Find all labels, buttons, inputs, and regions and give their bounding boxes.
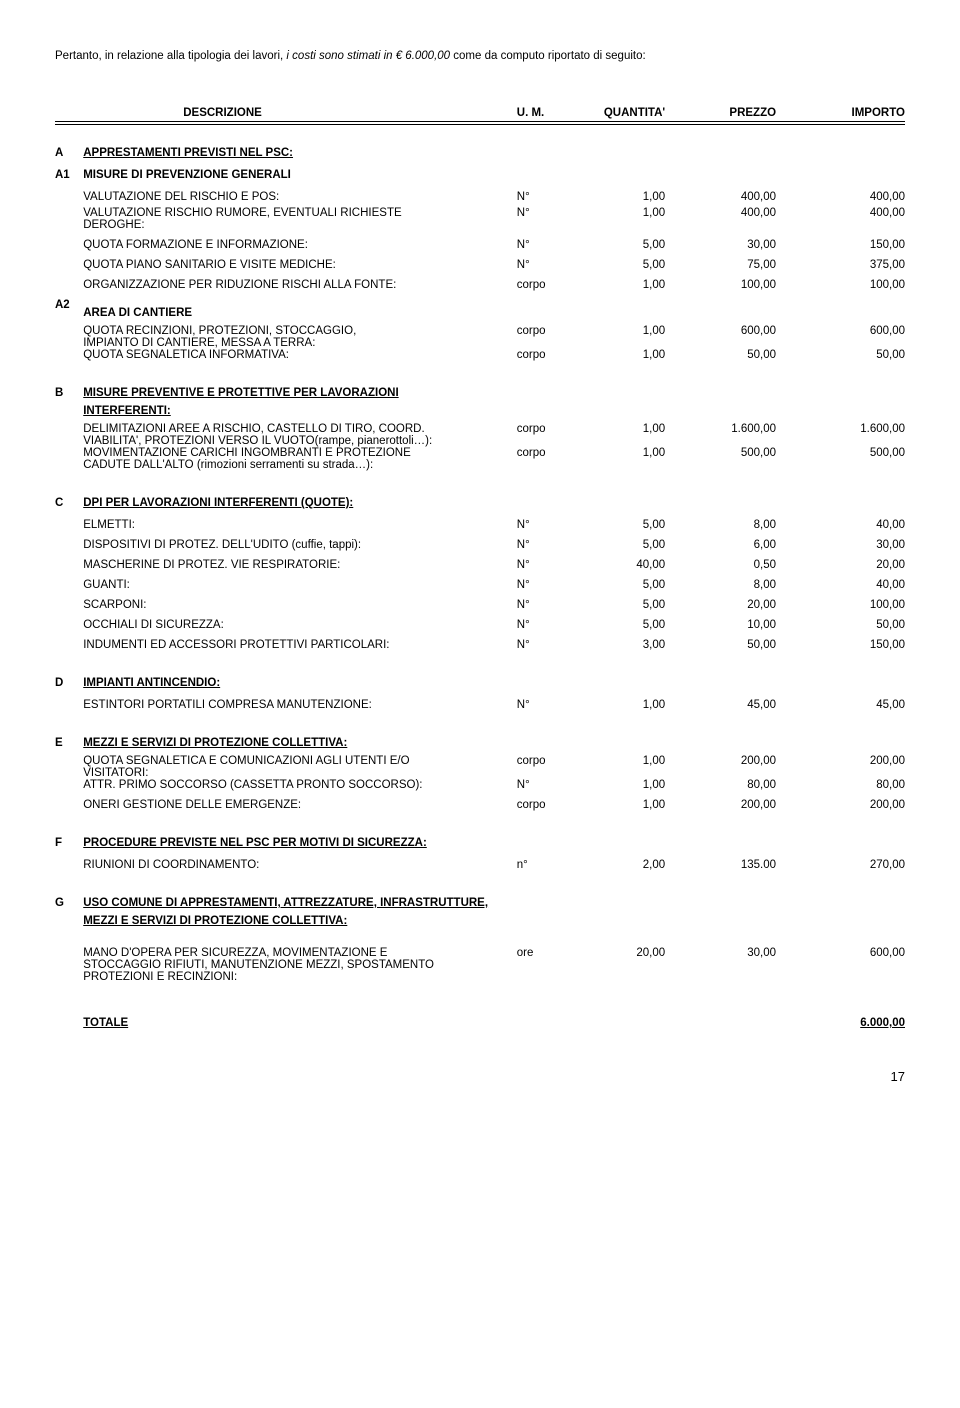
hdr-desc: DESCRIZIONE bbox=[83, 107, 517, 122]
table-row: VALUTAZIONE DEL RISCHIO E POS:N°1,00400,… bbox=[55, 187, 905, 207]
table-row: INDUMENTI ED ACCESSORI PROTETTIVI PARTIC… bbox=[55, 635, 905, 655]
table-row: QUOTA SEGNALETICA INFORMATIVA:corpo1,005… bbox=[55, 349, 905, 365]
hdr-um: U. M. bbox=[517, 107, 572, 122]
table-row: ESTINTORI PORTATILI COMPRESA MANUTENZION… bbox=[55, 695, 905, 715]
table-row: ATTR. PRIMO SOCCORSO (CASSETTA PRONTO SO… bbox=[55, 779, 905, 795]
table-row: STOCCAGGIO RIFIUTI, MANUTENZIONE MEZZI, … bbox=[55, 959, 905, 971]
table-row: QUOTA RECINZIONI, PROTEZIONI, STOCCAGGIO… bbox=[55, 325, 905, 337]
table-row: OCCHIALI DI SICUREZZA:N°5,0010,0050,00 bbox=[55, 615, 905, 635]
cost-table: DESCRIZIONE U. M. QUANTITA' PREZZO IMPOR… bbox=[55, 107, 905, 1029]
table-row: IMPIANTO DI CANTIERE, MESSA A TERRA: bbox=[55, 337, 905, 349]
table-row: VIABILITA', PROTEZIONI VERSO IL VUOTO(ra… bbox=[55, 435, 905, 447]
intro-after: come da computo riportato di seguito: bbox=[450, 50, 646, 62]
intro-text: Pertanto, in relazione alla tipologia de… bbox=[55, 50, 905, 62]
intro-before: Pertanto, in relazione alla tipologia de… bbox=[55, 50, 286, 62]
table-row: DELIMITAZIONI AREE A RISCHIO, CASTELLO D… bbox=[55, 423, 905, 435]
table-row: MOVIMENTAZIONE CARICHI INGOMBRANTI E PRO… bbox=[55, 447, 905, 459]
table-row: DISPOSITIVI DI PROTEZ. DELL'UDITO (cuffi… bbox=[55, 535, 905, 555]
section-A1: A1 MISURE DI PREVENZIONE GENERALI bbox=[55, 165, 905, 187]
table-row: QUOTA PIANO SANITARIO E VISITE MEDICHE:N… bbox=[55, 255, 905, 275]
table-row: GUANTI:N°5,008,0040,00 bbox=[55, 575, 905, 595]
section-A2: A2 AREA DI CANTIERE bbox=[55, 295, 905, 325]
table-row: QUOTA FORMAZIONE E INFORMAZIONE:N°5,0030… bbox=[55, 235, 905, 255]
section-G-line2: MEZZI E SERVIZI DI PROTEZIONE COLLETTIVA… bbox=[55, 915, 905, 933]
section-F: F PROCEDURE PREVISTE NEL PSC PER MOTIVI … bbox=[55, 815, 905, 855]
intro-italic: i costi sono stimati in € 6.000,00 bbox=[286, 50, 450, 62]
table-row: MANO D'OPERA PER SICUREZZA, MOVIMENTAZIO… bbox=[55, 947, 905, 959]
table-row: VISITATORI: bbox=[55, 767, 905, 779]
table-row: MASCHERINE DI PROTEZ. VIE RESPIRATORIE:N… bbox=[55, 555, 905, 575]
table-row: ELMETTI:N°5,008,0040,00 bbox=[55, 515, 905, 535]
section-B-line2: INTERFERENTI: bbox=[55, 405, 905, 423]
hdr-imp: IMPORTO bbox=[794, 107, 905, 122]
section-G: G USO COMUNE DI APPRESTAMENTI, ATTREZZAT… bbox=[55, 875, 905, 915]
table-row: PROTEZIONI E RECINZIONI: bbox=[55, 971, 905, 987]
section-C: C DPI PER LAVORAZIONI INTERFERENTI (QUOT… bbox=[55, 475, 905, 515]
table-row: CADUTE DALL'ALTO (rimozioni serramenti s… bbox=[55, 459, 905, 475]
table-row: ORGANIZZAZIONE PER RIDUZIONE RISCHI ALLA… bbox=[55, 275, 905, 295]
table-row: RIUNIONI DI COORDINAMENTO:n°2,00135.0027… bbox=[55, 855, 905, 875]
section-E: E MEZZI E SERVIZI DI PROTEZIONE COLLETTI… bbox=[55, 715, 905, 755]
section-A: A APPRESTAMENTI PREVISTI NEL PSC: bbox=[55, 125, 905, 166]
page-number: 17 bbox=[55, 1069, 905, 1084]
table-row: SCARPONI:N°5,0020,00100,00 bbox=[55, 595, 905, 615]
hdr-qty: QUANTITA' bbox=[572, 107, 683, 122]
table-row: DEROGHE: bbox=[55, 219, 905, 235]
section-D: D IMPIANTI ANTINCENDIO: bbox=[55, 655, 905, 695]
table-row: VALUTAZIONE RISCHIO RUMORE, EVENTUALI RI… bbox=[55, 207, 905, 219]
total-row: TOTALE 6.000,00 bbox=[55, 987, 905, 1029]
table-row: ONERI GESTIONE DELLE EMERGENZE:corpo1,00… bbox=[55, 795, 905, 815]
hdr-prz: PREZZO bbox=[683, 107, 794, 122]
table-row: QUOTA SEGNALETICA E COMUNICAZIONI AGLI U… bbox=[55, 755, 905, 767]
section-B: B MISURE PREVENTIVE E PROTETTIVE PER LAV… bbox=[55, 365, 905, 405]
table-header: DESCRIZIONE U. M. QUANTITA' PREZZO IMPOR… bbox=[55, 107, 905, 122]
